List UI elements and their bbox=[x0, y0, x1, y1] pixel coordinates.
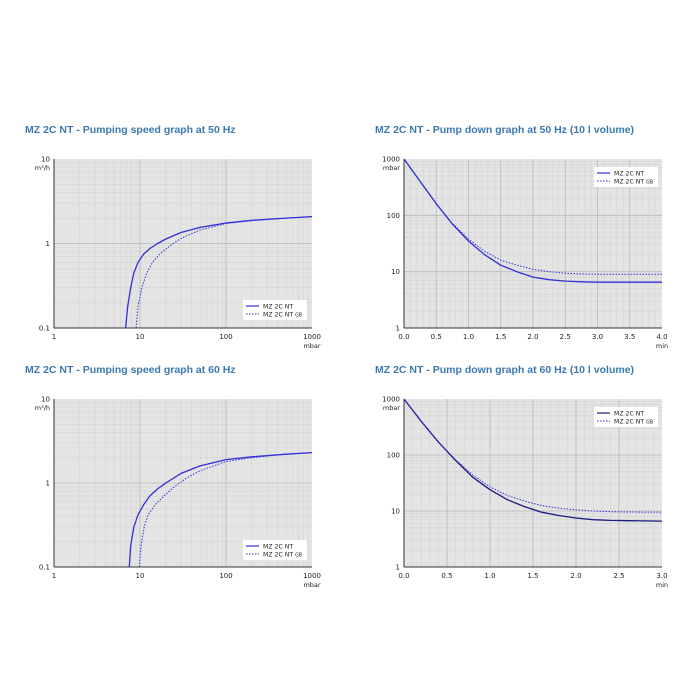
y-tick-label: 1 bbox=[46, 480, 50, 488]
y-tick-label: 10 bbox=[41, 156, 50, 164]
y-axis-label: m³/h bbox=[35, 164, 50, 172]
x-tick-label: 1.5 bbox=[527, 572, 538, 580]
y-axis-label: mbar bbox=[383, 404, 400, 412]
y-tick-label: 1000 bbox=[382, 156, 400, 164]
legend-label: MZ 2C NT GB bbox=[263, 552, 302, 559]
y-tick-label: 1 bbox=[46, 240, 50, 248]
legend-box bbox=[243, 540, 307, 560]
x-tick-label: 1.0 bbox=[484, 572, 495, 580]
y-tick-label: 10 bbox=[391, 508, 400, 516]
x-tick-label: 1.5 bbox=[495, 333, 506, 341]
series-line-gb bbox=[403, 158, 662, 275]
grid bbox=[54, 399, 312, 567]
legend-label: MZ 2C NT bbox=[263, 304, 293, 311]
series-line-standard bbox=[124, 215, 313, 329]
x-tick-label: 3.5 bbox=[624, 333, 635, 341]
series-line-standard bbox=[128, 451, 313, 568]
x-tick-label: 0.0 bbox=[398, 572, 409, 580]
x-tick-label: 0.0 bbox=[398, 333, 409, 341]
series-line-gb bbox=[403, 398, 663, 513]
y-axis-label: m³/h bbox=[35, 404, 50, 412]
x-tick-label: 10 bbox=[136, 572, 145, 580]
chart-title-pumpdown-60hz: MZ 2C NT - Pump down graph at 60 Hz (10 … bbox=[375, 364, 635, 376]
y-tick-label: 1 bbox=[396, 564, 400, 572]
x-tick-label: 2.0 bbox=[570, 572, 581, 580]
x-tick-label: 10 bbox=[136, 333, 145, 341]
x-axis-label: min bbox=[656, 581, 668, 589]
y-tick-label: 0.1 bbox=[39, 325, 50, 333]
legend-label: MZ 2C NT GB bbox=[614, 419, 653, 426]
x-tick-label: 1000 bbox=[303, 572, 321, 580]
legend-box bbox=[594, 407, 658, 427]
legend-label: MZ 2C NT bbox=[614, 411, 644, 418]
x-tick-label: 0.5 bbox=[441, 572, 452, 580]
x-tick-label: 1000 bbox=[303, 333, 321, 341]
x-axis-label: mbar bbox=[303, 581, 320, 589]
x-tick-label: 0.5 bbox=[431, 333, 442, 341]
x-axis-label: min bbox=[656, 342, 668, 350]
legend-box bbox=[594, 167, 658, 187]
y-tick-label: 1 bbox=[396, 325, 400, 333]
x-tick-label: 100 bbox=[219, 333, 232, 341]
y-tick-label: 100 bbox=[387, 452, 400, 460]
legend-label: MZ 2C NT GB bbox=[263, 312, 302, 319]
chart-title-speed-60hz: MZ 2C NT - Pumping speed graph at 60 Hz bbox=[25, 364, 236, 376]
x-tick-label: 2.5 bbox=[560, 333, 571, 341]
y-tick-label: 1000 bbox=[382, 396, 400, 404]
y-tick-label: 100 bbox=[387, 212, 400, 220]
x-tick-label: 2.0 bbox=[527, 333, 538, 341]
legend-label: MZ 2C NT GB bbox=[614, 179, 653, 186]
x-tick-label: 100 bbox=[219, 572, 232, 580]
x-tick-label: 1 bbox=[52, 333, 56, 341]
series-line-gb bbox=[138, 452, 313, 568]
y-axis-label: mbar bbox=[383, 164, 400, 172]
legend-box bbox=[243, 300, 307, 320]
x-tick-label: 4.0 bbox=[656, 333, 667, 341]
x-tick-label: 1 bbox=[52, 572, 56, 580]
x-tick-label: 3.0 bbox=[656, 572, 667, 580]
chart-title-speed-50hz: MZ 2C NT - Pumping speed graph at 50 Hz bbox=[25, 124, 236, 136]
grid bbox=[404, 399, 662, 567]
chart-title-pumpdown-50hz: MZ 2C NT - Pump down graph at 50 Hz (10 … bbox=[375, 124, 635, 136]
x-tick-label: 3.0 bbox=[592, 333, 603, 341]
x-tick-label: 1.0 bbox=[463, 333, 474, 341]
x-axis-label: mbar bbox=[303, 342, 320, 350]
legend-label: MZ 2C NT bbox=[614, 171, 644, 178]
y-tick-label: 10 bbox=[41, 396, 50, 404]
x-tick-label: 2.5 bbox=[613, 572, 624, 580]
y-tick-label: 10 bbox=[391, 268, 400, 276]
legend-label: MZ 2C NT bbox=[263, 544, 293, 551]
y-tick-label: 0.1 bbox=[39, 564, 50, 572]
grid bbox=[54, 159, 312, 328]
